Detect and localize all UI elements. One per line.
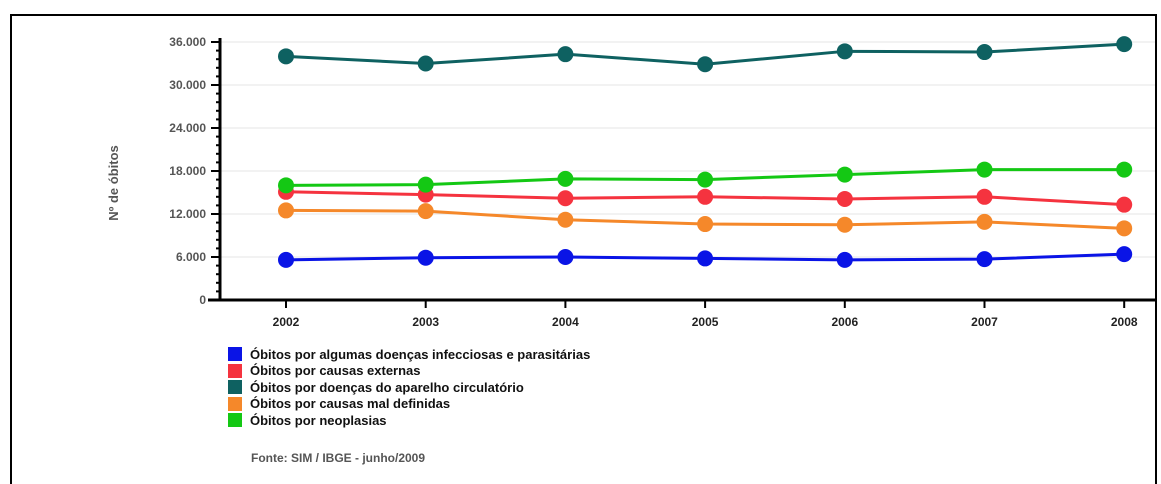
data-point xyxy=(557,249,574,265)
legend-swatch xyxy=(228,380,242,395)
legend-swatch xyxy=(228,396,242,411)
legend-item: Óbitos por neoplasias xyxy=(228,412,590,429)
data-point xyxy=(1116,220,1133,237)
data-point xyxy=(697,188,714,205)
y-tick-label: 18.000 xyxy=(169,164,206,178)
data-point xyxy=(278,202,294,219)
data-point xyxy=(557,170,574,187)
data-point xyxy=(1116,36,1133,53)
y-axis-title: Nº de óbitos xyxy=(106,145,121,221)
legend-label: Óbitos por causas externas xyxy=(250,363,421,379)
y-tick-label: 0 xyxy=(199,293,206,307)
data-point xyxy=(697,250,714,267)
y-tick-label: 12.000 xyxy=(169,207,206,221)
data-point xyxy=(1116,196,1133,213)
legend: Óbitos por algumas doenças infecciosas e… xyxy=(228,346,590,429)
data-point xyxy=(697,216,714,233)
x-tick-label: 2007 xyxy=(971,315,998,329)
data-point xyxy=(697,56,714,73)
x-tick-label: 2005 xyxy=(692,315,719,329)
data-point xyxy=(697,171,714,188)
legend-label: Óbitos por causas mal definidas xyxy=(250,396,451,412)
data-point xyxy=(976,188,993,205)
data-point xyxy=(1116,161,1133,178)
data-point xyxy=(417,249,434,266)
legend-item: Óbitos por doenças do aparelho circulató… xyxy=(228,379,590,396)
data-point xyxy=(278,177,294,194)
x-tick-label: 2008 xyxy=(1111,315,1138,329)
legend-item: Óbitos por causas externas xyxy=(228,363,590,380)
data-point xyxy=(836,190,853,207)
legend-label: Óbitos por algumas doenças infecciosas e… xyxy=(250,346,591,362)
legend-label: Óbitos por doenças do aparelho circulató… xyxy=(250,379,524,395)
data-point xyxy=(417,176,434,193)
data-point xyxy=(557,46,574,63)
legend-item: Óbitos por causas mal definidas xyxy=(228,396,590,413)
y-tick-label: 30.000 xyxy=(169,78,206,92)
data-point xyxy=(836,216,853,233)
data-point xyxy=(417,203,434,220)
source-note: Fonte: SIM / IBGE - junho/2009 xyxy=(251,451,426,465)
x-tick-label: 2003 xyxy=(412,315,439,329)
data-point xyxy=(976,213,993,230)
data-point xyxy=(976,251,993,268)
x-tick-label: 2004 xyxy=(552,315,579,329)
data-point xyxy=(278,251,294,268)
legend-item: Óbitos por algumas doenças infecciosas e… xyxy=(228,346,590,363)
legend-label: Óbitos por neoplasias xyxy=(250,412,387,428)
x-tick-label: 2006 xyxy=(831,315,858,329)
y-tick-label: 36.000 xyxy=(169,35,206,49)
legend-swatch xyxy=(228,347,242,362)
data-point xyxy=(557,190,574,207)
legend-swatch xyxy=(228,413,242,428)
data-point xyxy=(278,48,294,65)
x-tick-label: 2002 xyxy=(273,315,300,329)
data-point xyxy=(976,161,993,178)
data-point xyxy=(417,55,434,72)
y-tick-label: 6.000 xyxy=(176,250,206,264)
legend-swatch xyxy=(228,363,242,378)
data-point xyxy=(836,251,853,268)
chart-frame xyxy=(10,14,1157,484)
data-point xyxy=(836,43,853,60)
data-point xyxy=(1116,246,1133,263)
data-point xyxy=(836,166,853,183)
y-tick-label: 24.000 xyxy=(169,121,206,135)
data-point xyxy=(557,211,574,228)
data-point xyxy=(976,44,993,61)
